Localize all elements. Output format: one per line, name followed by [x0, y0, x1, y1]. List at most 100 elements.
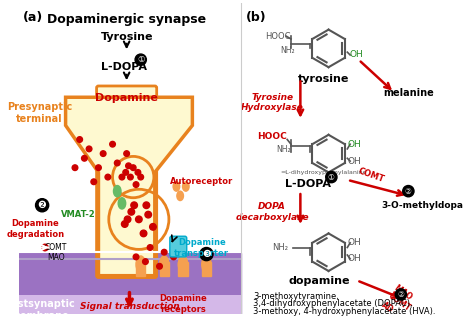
Circle shape: [82, 156, 87, 161]
Ellipse shape: [113, 185, 121, 197]
Text: =L-dihydroxyphenylalanine: =L-dihydroxyphenylalanine: [281, 170, 367, 175]
Ellipse shape: [118, 198, 126, 209]
Circle shape: [395, 289, 407, 300]
Circle shape: [133, 254, 139, 260]
Text: ②: ②: [405, 187, 412, 196]
Text: HOOC: HOOC: [257, 132, 287, 141]
Text: L-DOPA: L-DOPA: [101, 62, 147, 71]
Ellipse shape: [177, 191, 183, 201]
Circle shape: [403, 185, 414, 197]
Circle shape: [119, 174, 125, 180]
Text: OH: OH: [347, 140, 361, 149]
Circle shape: [130, 165, 136, 170]
Circle shape: [135, 169, 141, 175]
Text: NH₂: NH₂: [280, 46, 294, 55]
Text: Signal transduction: Signal transduction: [80, 302, 179, 311]
Text: Dopamine: Dopamine: [95, 93, 158, 103]
Circle shape: [72, 165, 78, 170]
Circle shape: [42, 244, 48, 251]
Text: Dopamine
transporter: Dopamine transporter: [174, 238, 229, 258]
Bar: [241, 3, 464, 314]
Circle shape: [326, 171, 337, 183]
Circle shape: [123, 169, 128, 175]
Text: Tyrosine: Tyrosine: [100, 31, 153, 41]
Circle shape: [157, 263, 162, 269]
Text: 3-methoxytyramine,: 3-methoxytyramine,: [254, 292, 339, 301]
Circle shape: [145, 212, 152, 218]
Text: melanine: melanine: [383, 88, 434, 98]
FancyBboxPatch shape: [97, 86, 157, 278]
Circle shape: [77, 137, 82, 142]
Text: NH₂: NH₂: [276, 145, 291, 154]
Text: OH: OH: [347, 157, 361, 166]
Text: NH₂: NH₂: [272, 243, 288, 252]
Text: OH: OH: [347, 238, 361, 247]
Circle shape: [36, 199, 49, 212]
Text: ①: ①: [137, 55, 145, 64]
Polygon shape: [65, 97, 192, 276]
Circle shape: [124, 216, 131, 223]
Bar: [18, 253, 241, 314]
Circle shape: [131, 202, 137, 209]
Circle shape: [126, 163, 131, 168]
FancyBboxPatch shape: [170, 236, 187, 257]
Text: MAO
COMT
AD: MAO COMT AD: [380, 283, 418, 322]
Text: (a): (a): [23, 11, 44, 24]
Circle shape: [135, 54, 146, 65]
Bar: [18, 3, 241, 314]
Text: Presynaptic
terminal: Presynaptic terminal: [7, 102, 72, 123]
Text: Autoreceptor: Autoreceptor: [170, 177, 233, 186]
Text: Tyrosine
Hydroxylase: Tyrosine Hydroxylase: [241, 93, 304, 112]
Bar: [18, 3, 241, 314]
Circle shape: [200, 248, 213, 260]
Circle shape: [150, 223, 156, 230]
Circle shape: [171, 254, 176, 260]
Text: ❷: ❷: [38, 200, 46, 210]
Text: ①: ①: [328, 172, 335, 182]
Text: HOOC: HOOC: [265, 32, 291, 41]
Circle shape: [121, 221, 128, 227]
Text: Dopamine
receptors: Dopamine receptors: [159, 295, 207, 314]
Circle shape: [140, 230, 147, 237]
Text: 3-O-methyldopa: 3-O-methyldopa: [382, 201, 464, 210]
FancyBboxPatch shape: [18, 295, 241, 314]
Circle shape: [128, 174, 133, 180]
Circle shape: [143, 259, 148, 264]
Bar: [160, 261, 169, 276]
Text: tyrosine: tyrosine: [298, 74, 349, 84]
Text: L-DOPA: L-DOPA: [285, 179, 331, 189]
Text: 3,4-dihydroxyphenylacetate (DOPAC),: 3,4-dihydroxyphenylacetate (DOPAC),: [254, 299, 413, 308]
Text: OH: OH: [349, 51, 363, 60]
Text: OH: OH: [347, 254, 361, 263]
Text: ❸: ❸: [202, 249, 211, 259]
Text: Postsynaptic
membrane: Postsynaptic membrane: [4, 299, 75, 321]
Circle shape: [128, 209, 135, 215]
Circle shape: [133, 182, 139, 187]
Circle shape: [110, 141, 115, 147]
Circle shape: [143, 202, 150, 209]
FancyBboxPatch shape: [18, 256, 241, 314]
Ellipse shape: [202, 256, 211, 273]
Bar: [136, 261, 146, 276]
Bar: [202, 261, 211, 276]
Circle shape: [96, 165, 101, 170]
Circle shape: [138, 174, 144, 180]
Ellipse shape: [178, 256, 188, 273]
Circle shape: [91, 179, 97, 185]
Ellipse shape: [173, 182, 180, 191]
Text: (b): (b): [246, 11, 266, 24]
Text: dopamine: dopamine: [288, 276, 350, 286]
Text: VMAT-2: VMAT-2: [61, 210, 96, 219]
Circle shape: [147, 245, 153, 250]
Ellipse shape: [160, 256, 169, 273]
Ellipse shape: [136, 256, 146, 273]
Circle shape: [124, 151, 129, 157]
Circle shape: [114, 160, 120, 166]
Text: COMT
MAO: COMT MAO: [45, 243, 67, 262]
Text: 3-methoxy, 4-hydroxyphenylacetate (HVA).: 3-methoxy, 4-hydroxyphenylacetate (HVA).: [254, 307, 436, 316]
Circle shape: [86, 146, 92, 152]
Ellipse shape: [182, 182, 189, 191]
Circle shape: [161, 249, 167, 255]
Circle shape: [105, 174, 110, 180]
Text: ②: ②: [397, 290, 404, 299]
